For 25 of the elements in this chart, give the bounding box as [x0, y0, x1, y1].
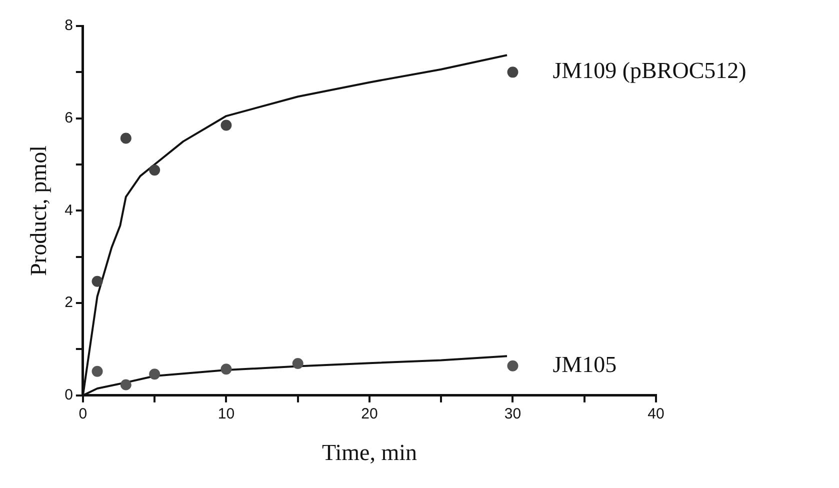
point: [220, 120, 232, 131]
series-label: JM105: [552, 352, 617, 377]
point: [92, 366, 103, 377]
point: [120, 379, 132, 390]
point: [507, 360, 518, 372]
y-tick-label: 8: [64, 17, 73, 34]
x-tick-label: 20: [361, 406, 378, 423]
point: [149, 368, 160, 380]
point: [292, 358, 304, 370]
x-tick-label: 30: [504, 406, 522, 423]
point: [120, 132, 132, 144]
x-axis-title: Time, min: [322, 440, 418, 466]
x-tick-label: 10: [218, 406, 235, 423]
x-tick-label: 0: [78, 406, 88, 423]
x-tick-label: 40: [648, 406, 664, 423]
y-tick-label: 2: [64, 294, 73, 312]
y-tick-label: 4: [64, 202, 73, 219]
series-label: JM109 (pBROC512): [552, 58, 746, 84]
point: [92, 276, 103, 287]
point: [220, 364, 232, 375]
y-axis-title: Product, pmol: [26, 146, 51, 276]
y-tick-label: 0: [64, 386, 73, 404]
point: [507, 66, 518, 78]
point: [149, 164, 160, 176]
y-tick-label: 6: [64, 109, 73, 126]
